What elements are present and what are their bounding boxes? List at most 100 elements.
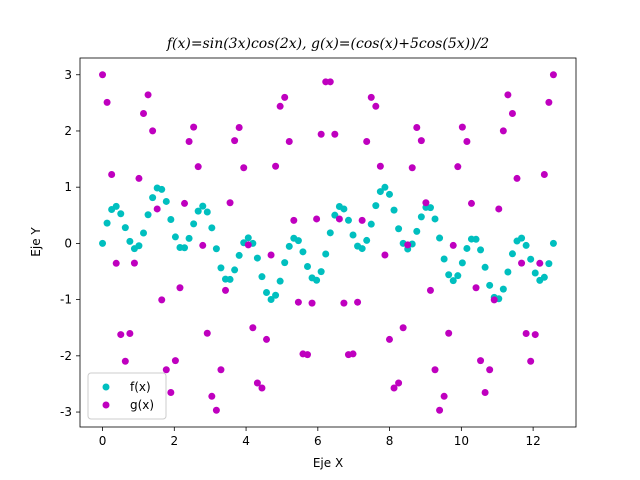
point	[490, 296, 498, 304]
point	[399, 324, 407, 332]
y-tick-label: 1	[64, 180, 72, 194]
point	[522, 330, 530, 338]
point	[303, 263, 311, 271]
point	[545, 260, 553, 268]
point	[367, 220, 375, 228]
point	[331, 130, 339, 138]
point	[108, 170, 116, 178]
point	[258, 273, 266, 281]
point	[290, 216, 298, 224]
point	[449, 277, 457, 285]
point	[508, 250, 516, 258]
point	[549, 71, 557, 79]
axes-frame	[79, 57, 577, 428]
point	[194, 163, 202, 171]
point	[549, 239, 557, 247]
point	[167, 216, 175, 224]
chart-title: f(x)=sin(3x)cos(2x), g(x)=(cos(x)+5cos(5…	[166, 36, 489, 52]
point	[540, 170, 548, 178]
point	[426, 286, 434, 294]
point	[422, 199, 430, 207]
point	[445, 329, 453, 337]
x-tick-label: 6	[314, 434, 322, 448]
point	[372, 102, 380, 110]
point	[477, 246, 485, 254]
point	[467, 199, 475, 207]
point	[235, 123, 243, 131]
point	[477, 357, 485, 365]
point	[285, 137, 293, 145]
point	[121, 357, 129, 365]
point	[185, 138, 193, 146]
point	[212, 245, 220, 253]
y-tick-label: 3	[64, 68, 72, 82]
point	[144, 211, 152, 219]
point	[208, 224, 216, 232]
point	[203, 329, 211, 337]
point	[153, 205, 161, 213]
point	[508, 109, 516, 117]
point	[99, 239, 107, 247]
point	[317, 268, 325, 276]
y-tick-label: -1	[60, 293, 72, 307]
point	[531, 269, 539, 277]
point	[486, 366, 494, 374]
point	[217, 264, 225, 272]
point	[126, 330, 134, 338]
point	[231, 266, 239, 274]
point	[481, 263, 489, 271]
point	[513, 174, 521, 182]
point	[203, 208, 211, 216]
point	[436, 234, 444, 242]
point	[363, 137, 371, 145]
point	[404, 241, 412, 249]
point	[167, 388, 175, 396]
point	[358, 216, 366, 224]
point	[244, 234, 252, 242]
point	[121, 224, 129, 232]
point	[340, 299, 348, 307]
x-tick-label: 10	[454, 434, 469, 448]
point	[326, 78, 334, 86]
point	[263, 288, 271, 296]
point	[317, 130, 325, 138]
point	[522, 241, 530, 249]
legend-label: f(x)	[130, 380, 151, 394]
point	[253, 254, 261, 262]
point	[458, 123, 466, 131]
point	[527, 357, 535, 365]
point	[194, 207, 202, 215]
point	[158, 185, 166, 193]
point	[518, 234, 526, 242]
point	[440, 255, 448, 263]
point	[231, 137, 239, 145]
y-tick-label: 0	[64, 236, 72, 250]
point	[181, 199, 189, 207]
point	[454, 163, 462, 171]
point	[531, 331, 539, 339]
point	[171, 233, 179, 241]
y-tick-label: 2	[64, 124, 72, 138]
point	[313, 276, 321, 284]
point	[226, 199, 234, 207]
point	[112, 202, 120, 210]
point	[126, 237, 134, 245]
point	[249, 324, 257, 332]
point	[385, 190, 393, 198]
y-tick-label: -2	[60, 349, 72, 363]
x-tick-label: 8	[386, 434, 394, 448]
point	[272, 291, 280, 299]
point	[294, 298, 302, 306]
point	[458, 259, 466, 267]
point	[212, 406, 220, 414]
point	[340, 205, 348, 213]
point	[263, 335, 271, 343]
point	[176, 284, 184, 292]
point	[149, 194, 157, 202]
point	[162, 197, 170, 205]
point	[385, 335, 393, 343]
point	[335, 215, 343, 223]
y-axis-label: Eje Y	[29, 227, 43, 257]
point	[390, 384, 398, 392]
point	[144, 91, 152, 99]
